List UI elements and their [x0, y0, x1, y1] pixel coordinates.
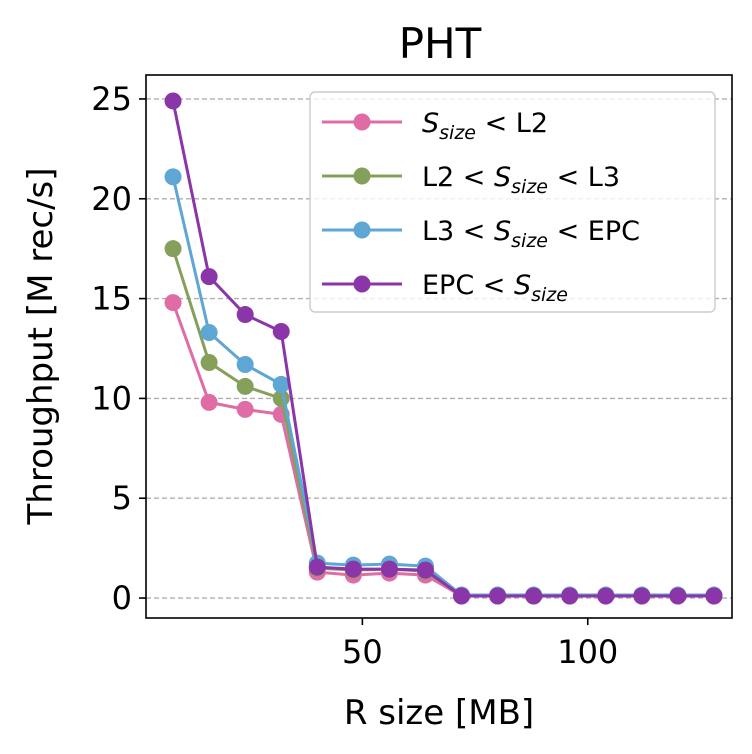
- series-1: [164, 294, 723, 605]
- y-tick-label: 25: [91, 80, 132, 118]
- series-line: [171, 100, 714, 598]
- data-point: [633, 587, 651, 605]
- series-layer: [164, 92, 723, 605]
- legend-label: L2 < Ssize < L3: [422, 162, 620, 198]
- legend-label: L3 < Ssize < EPC: [422, 216, 640, 252]
- y-axis-label: Throughput [M rec/s]: [21, 168, 61, 526]
- data-point: [272, 323, 290, 341]
- data-point: [308, 558, 326, 576]
- legend: Ssize < L2 L2 < Ssize < L3 L3 < Ssize < EP…: [309, 91, 716, 313]
- data-point: [380, 560, 398, 578]
- legend-frame: [309, 91, 716, 313]
- data-point: [597, 587, 615, 605]
- chart-title: PHT: [399, 19, 482, 68]
- legend-marker: [353, 221, 371, 239]
- legend-label: EPC < Ssize: [422, 270, 568, 306]
- legend-marker: [353, 167, 371, 185]
- x-tick-label: 50: [342, 633, 383, 671]
- legend-marker: [353, 275, 371, 293]
- legend-entry: EPC < Ssize: [322, 270, 568, 306]
- y-tick-label: 20: [91, 180, 132, 218]
- legend-label: Ssize < L2: [422, 108, 548, 144]
- data-point: [453, 587, 471, 605]
- data-point: [164, 168, 182, 186]
- plot-frame: [145, 74, 733, 619]
- series-line: [171, 302, 714, 598]
- y-tick-label: 5: [112, 479, 132, 517]
- y-tick-label: 15: [91, 280, 132, 318]
- data-point: [236, 306, 254, 324]
- y-tick-label: 0: [112, 579, 132, 617]
- data-point: [200, 353, 218, 371]
- data-point: [164, 240, 182, 258]
- data-point: [200, 268, 218, 286]
- legend-entry: Ssize < L2: [322, 108, 548, 144]
- y-tick-label: 10: [91, 379, 132, 417]
- data-point: [236, 400, 254, 418]
- data-point: [489, 587, 507, 605]
- axis-ticks: 0 5 10 15 20 25 50 100: [91, 80, 618, 671]
- data-point: [164, 294, 182, 312]
- legend-entry: L2 < Ssize < L3: [322, 162, 620, 198]
- series-4: [164, 92, 723, 605]
- data-point: [272, 375, 290, 393]
- legend-marker: [353, 113, 371, 131]
- data-point: [705, 587, 723, 605]
- data-point: [236, 377, 254, 395]
- data-point: [344, 560, 362, 578]
- x-tick-label: 100: [557, 633, 618, 671]
- data-point: [416, 561, 434, 579]
- legend-entry: L3 < Ssize < EPC: [322, 216, 640, 252]
- data-point: [525, 587, 543, 605]
- data-point: [669, 587, 687, 605]
- data-point: [236, 355, 254, 373]
- data-point: [200, 324, 218, 342]
- data-point: [561, 587, 579, 605]
- data-point: [200, 393, 218, 411]
- x-axis-label: R size [MB]: [344, 693, 534, 733]
- data-point: [164, 92, 182, 110]
